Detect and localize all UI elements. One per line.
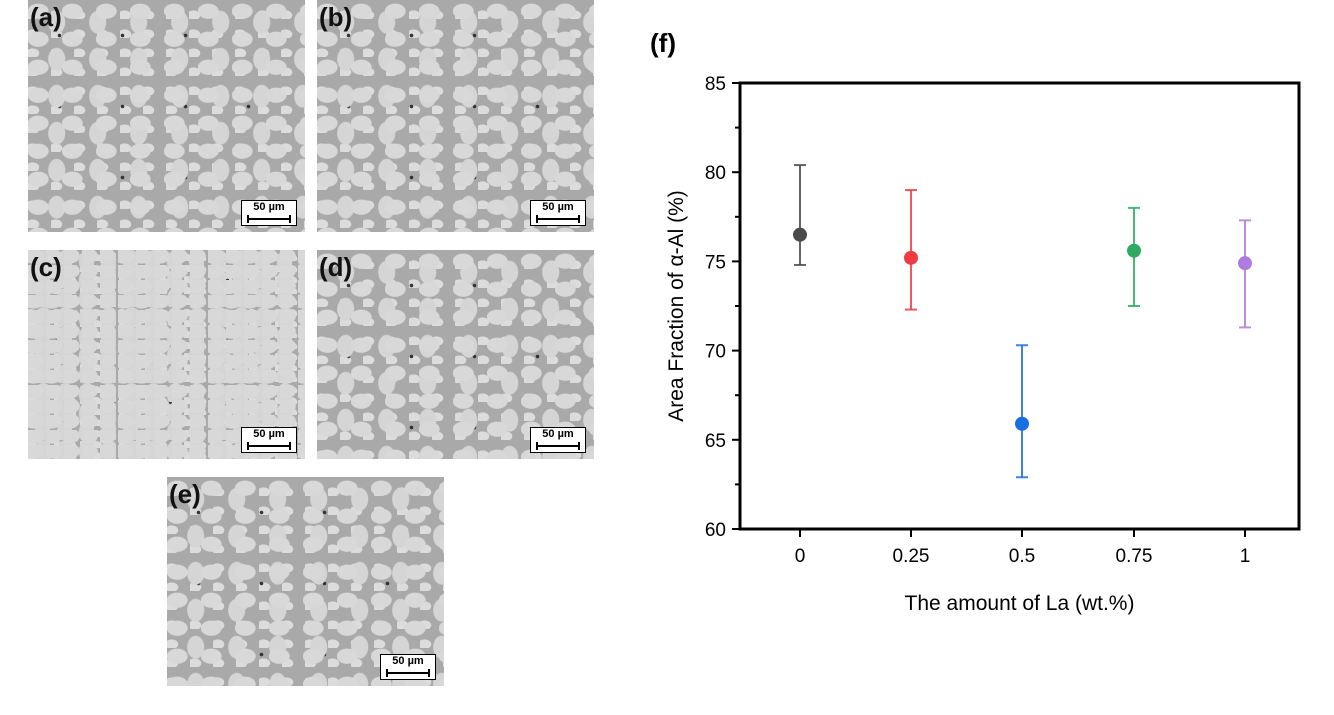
plot-frame [738,81,1301,531]
data-point [1015,416,1029,431]
data-point [793,227,807,242]
y-tick-label: 80 [705,163,726,184]
x-axis-label: The amount of La (wt.%) [905,592,1135,615]
micrograph-b: (b) 50 µm [317,0,594,232]
scale-bar: 50 µm [530,427,586,453]
micrograph-d: (d) 50 µm [317,250,594,459]
panel-label: (e) [169,479,201,509]
data-point [1238,256,1252,271]
y-tick-label: 60 [705,520,726,541]
data-point [904,250,918,265]
micrograph-e: (e) 50 µm [167,477,444,686]
y-tick-label: 85 [705,74,726,95]
y-tick-label: 65 [705,431,726,452]
panel-label: (a) [30,2,62,32]
micrograph-c: (c) 50 µm [28,250,305,459]
x-tick-label: 0.75 [1116,546,1153,567]
scale-bar: 50 µm [380,654,436,680]
panel-label: (c) [30,252,62,282]
panel-label-f: (f) [650,28,676,58]
micrograph-a: (a) 50 µm [28,0,305,232]
x-tick-label: 1 [1240,546,1251,567]
y-tick-label: 70 [705,342,726,363]
x-tick-label: 0 [795,546,806,567]
data-point [1127,243,1141,258]
scale-bar: 50 µm [241,200,297,226]
scale-bar: 50 µm [530,200,586,226]
y-axis-label: Area Fraction of α-Al (%) [665,190,688,422]
panel-label: (d) [319,252,353,282]
scale-bar: 50 µm [241,427,297,453]
y-tick-label: 75 [705,252,726,273]
panel-label: (b) [319,2,353,32]
x-tick-label: 0.5 [1009,546,1035,567]
x-tick-label: 0.25 [893,546,930,567]
